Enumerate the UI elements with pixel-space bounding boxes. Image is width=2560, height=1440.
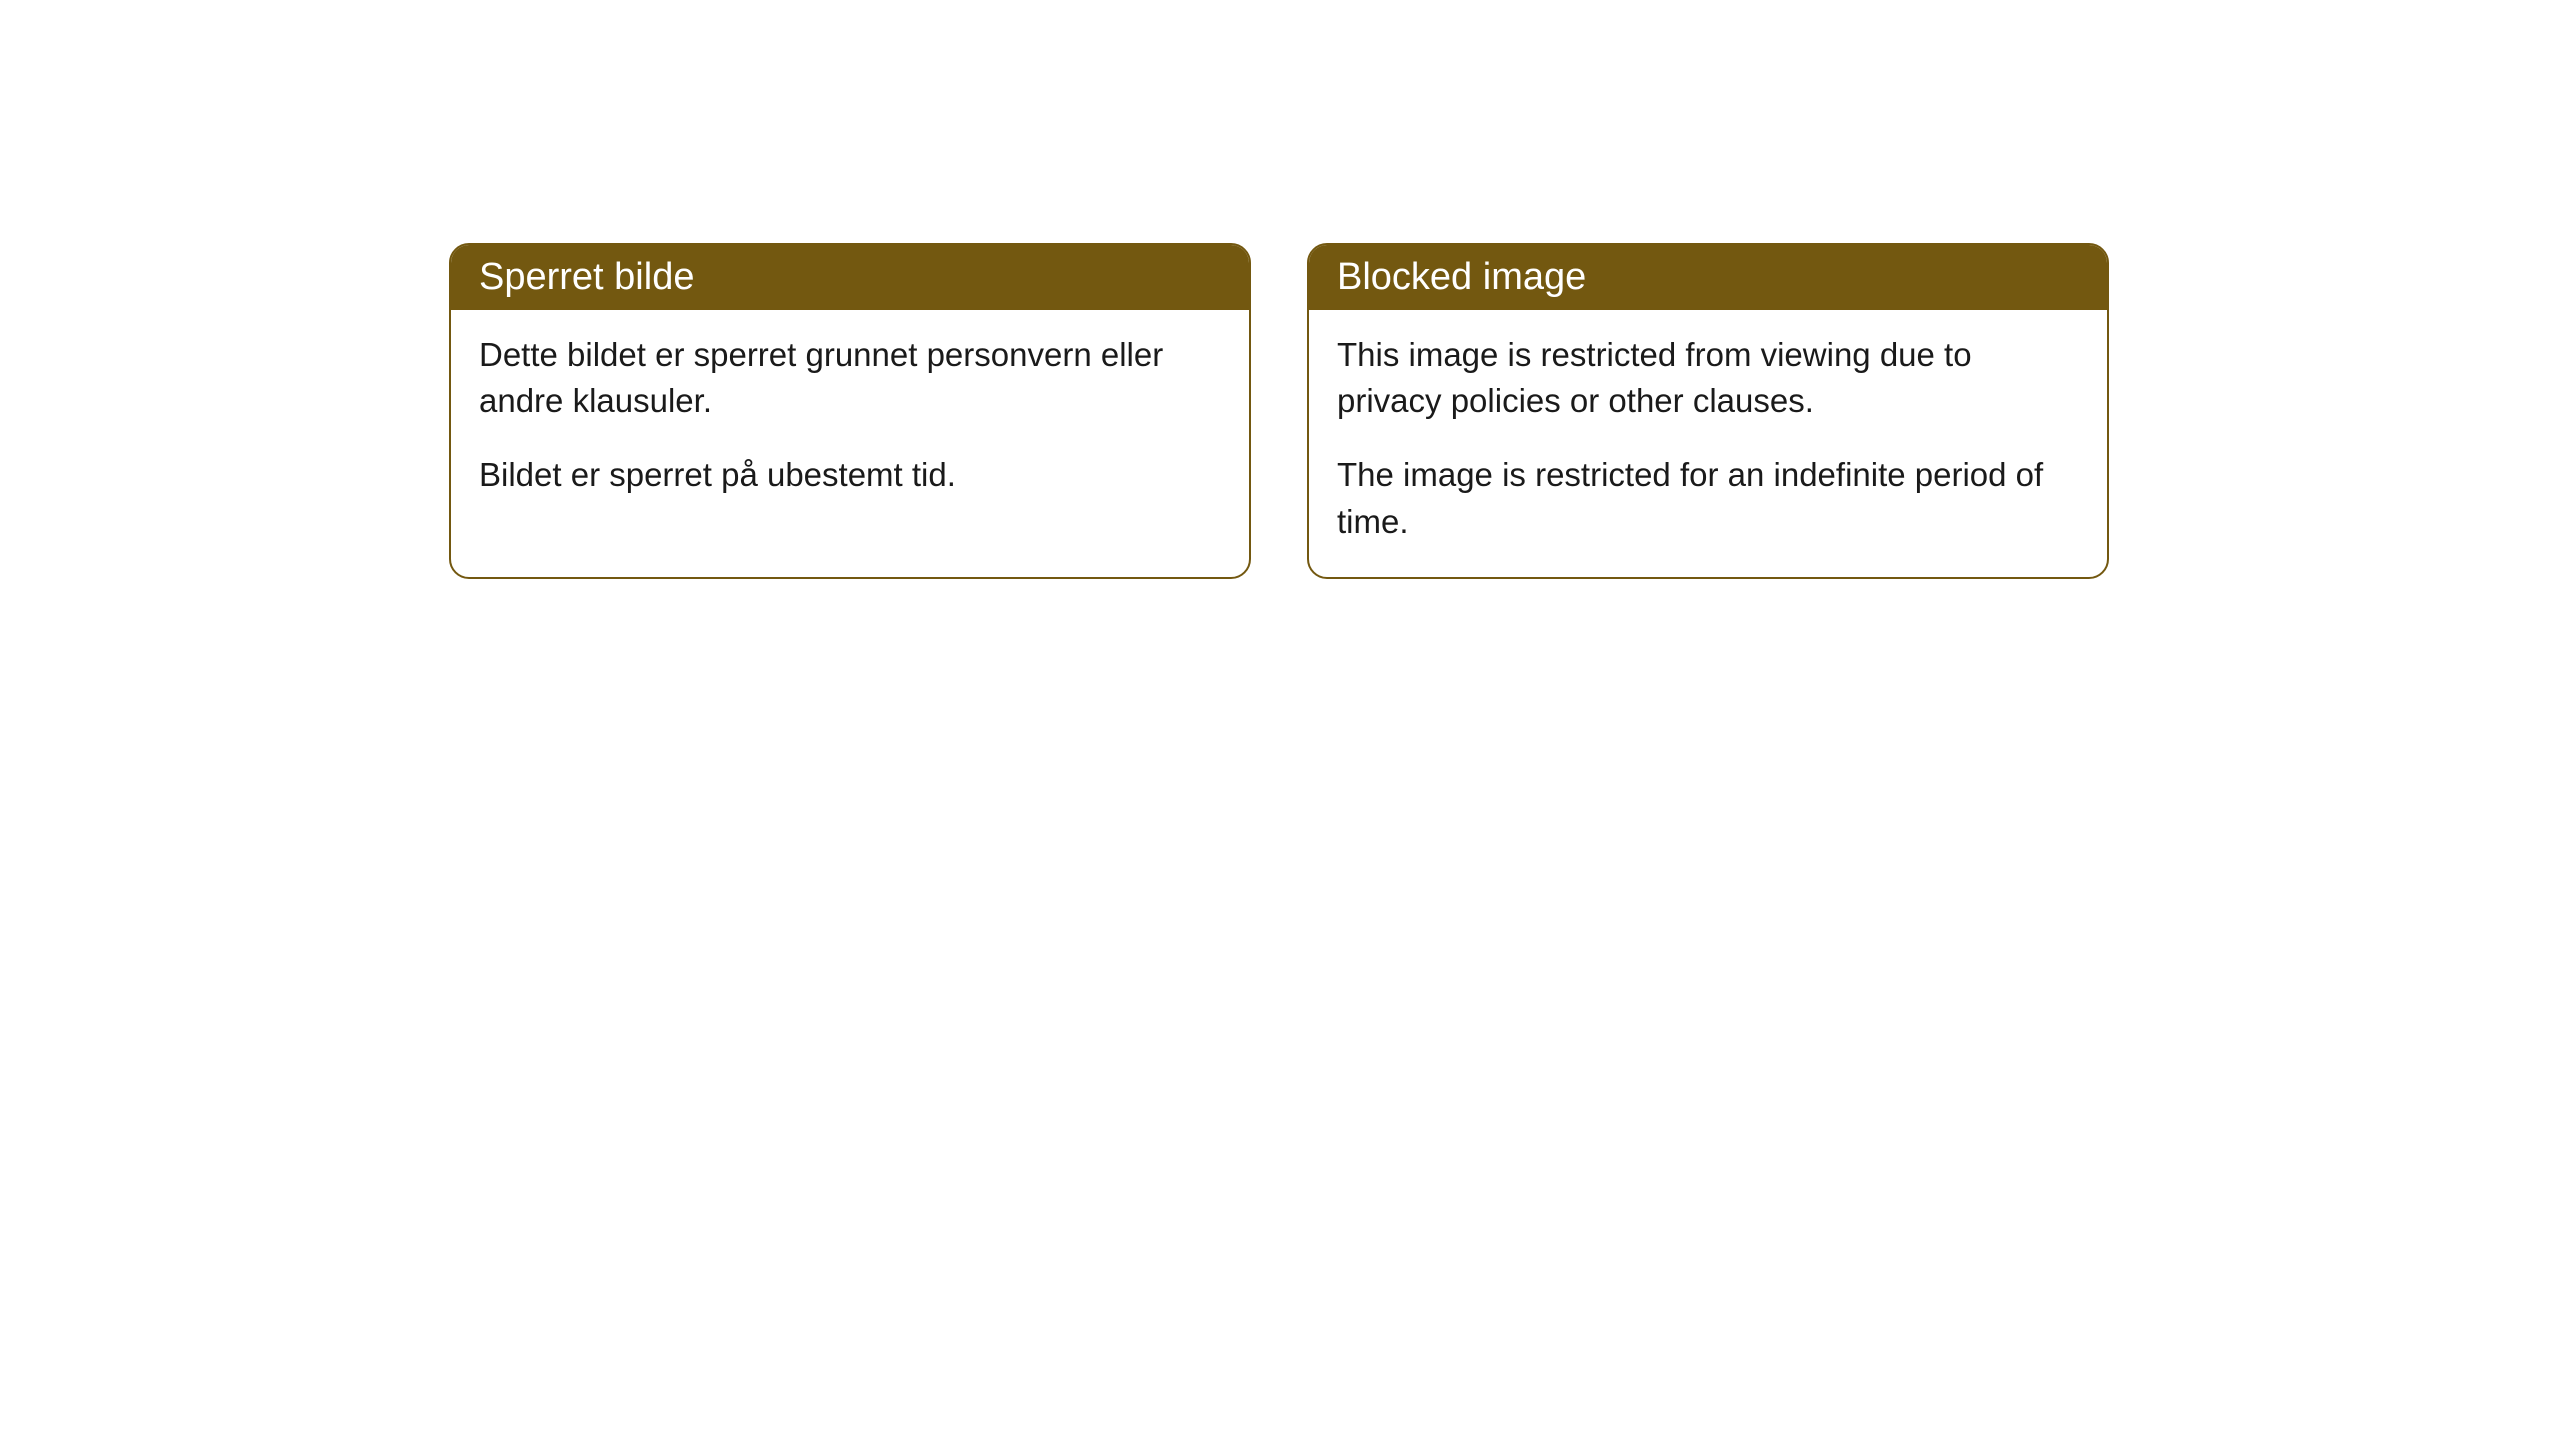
card-title: Blocked image bbox=[1337, 256, 1586, 298]
card-body: Dette bildet er sperret grunnet personve… bbox=[451, 310, 1249, 531]
card-title: Sperret bilde bbox=[479, 256, 694, 298]
notice-card-english: Blocked image This image is restricted f… bbox=[1307, 243, 2109, 579]
card-paragraph: Dette bildet er sperret grunnet personve… bbox=[479, 332, 1221, 424]
card-header: Sperret bilde bbox=[451, 245, 1249, 310]
notice-cards-container: Sperret bilde Dette bildet er sperret gr… bbox=[449, 243, 2109, 579]
notice-card-norwegian: Sperret bilde Dette bildet er sperret gr… bbox=[449, 243, 1251, 579]
card-body: This image is restricted from viewing du… bbox=[1309, 310, 2107, 577]
card-header: Blocked image bbox=[1309, 245, 2107, 310]
card-paragraph: The image is restricted for an indefinit… bbox=[1337, 452, 2079, 544]
card-paragraph: This image is restricted from viewing du… bbox=[1337, 332, 2079, 424]
card-paragraph: Bildet er sperret på ubestemt tid. bbox=[479, 452, 1221, 498]
